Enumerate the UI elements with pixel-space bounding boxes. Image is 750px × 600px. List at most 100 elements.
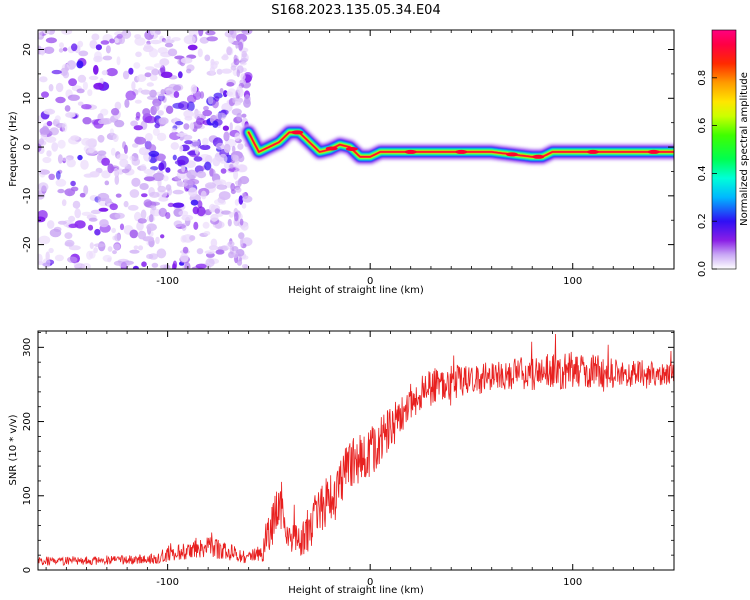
noise-blob — [148, 150, 160, 157]
noise-blob — [214, 96, 220, 102]
ridge-hotspot — [291, 130, 304, 135]
noise-blob — [123, 144, 128, 154]
noise-blob — [131, 157, 141, 166]
noise-blob — [98, 207, 109, 212]
noise-blob — [128, 67, 134, 75]
noise-blob — [88, 75, 99, 81]
noise-blob — [208, 203, 216, 213]
noise-blob — [222, 125, 229, 131]
noise-blob — [134, 37, 146, 46]
noise-blob — [228, 211, 234, 218]
noise-blob — [236, 112, 243, 122]
noise-blob — [145, 66, 155, 71]
noise-blob — [38, 182, 49, 192]
noise-blob — [203, 231, 211, 236]
noise-blob — [54, 254, 64, 262]
noise-blob — [178, 210, 189, 216]
noise-blob — [165, 105, 174, 115]
noise-blob — [159, 264, 171, 269]
noise-blob — [93, 82, 104, 90]
noise-blob — [68, 215, 76, 222]
noise-blob — [49, 127, 59, 136]
colorbar-tick-label: 0.4 — [697, 165, 708, 181]
ridge-hotspot — [647, 149, 660, 154]
noise-blob — [195, 263, 207, 269]
snr-x-axis-label: Height of straight line (km) — [288, 585, 424, 596]
noise-blob — [157, 47, 168, 54]
noise-blob — [213, 60, 220, 65]
snr-y-axis-label: SNR (10 * v/v) — [8, 414, 19, 485]
noise-blob — [202, 221, 210, 229]
noise-blob — [166, 35, 171, 41]
chart-title: S168.2023.135.05.34.E04 — [271, 3, 440, 18]
noise-blob — [189, 122, 195, 130]
noise-blob — [113, 243, 121, 251]
noise-blob — [137, 245, 144, 251]
noise-blob — [46, 120, 53, 127]
noise-blob — [236, 69, 241, 78]
noise-blob — [116, 153, 129, 161]
noise-blob — [223, 143, 231, 153]
noise-blob — [184, 262, 191, 269]
noise-blob — [38, 138, 45, 146]
noise-blob — [226, 46, 233, 56]
noise-blob — [97, 150, 107, 156]
noise-blob — [129, 189, 140, 198]
colorbar-ticks: 0.0 0.2 0.4 0.6 0.8 — [697, 70, 717, 277]
noise-blob — [83, 185, 89, 195]
noise-blob — [64, 188, 76, 197]
noise-blob — [109, 128, 114, 136]
noise-blob — [114, 212, 125, 219]
noise-blob — [61, 199, 67, 207]
noise-blob — [223, 161, 230, 169]
noise-blob — [157, 185, 166, 193]
noise-blob — [146, 223, 158, 231]
noise-blob — [40, 47, 45, 56]
noise-blob — [114, 119, 125, 128]
noise-blob — [149, 30, 156, 36]
noise-blob — [100, 40, 110, 45]
noise-blob — [196, 116, 201, 125]
noise-blob — [114, 38, 120, 44]
noise-blob — [141, 193, 148, 198]
noise-blob — [207, 95, 214, 105]
noise-blob — [226, 91, 234, 96]
noise-blob — [241, 113, 247, 118]
noise-blob — [149, 214, 154, 223]
noise-blob — [86, 149, 99, 155]
noise-blob — [68, 78, 77, 87]
noise-blob — [61, 157, 73, 162]
noise-blob — [175, 121, 184, 126]
noise-blob — [177, 155, 189, 166]
noise-blob — [94, 51, 102, 61]
noise-blob — [212, 120, 219, 128]
noise-blob — [76, 60, 84, 69]
spectrogram-frame — [37, 29, 675, 270]
noise-blob — [206, 36, 218, 42]
noise-blob — [190, 199, 199, 206]
noise-blob — [144, 72, 152, 78]
noise-blob — [241, 202, 247, 209]
noise-blob — [149, 39, 162, 45]
noise-blob — [149, 89, 157, 98]
noise-blob — [197, 200, 203, 209]
noise-blob — [227, 240, 235, 248]
noise-blob — [130, 120, 139, 127]
spectrogram-noise-cloud — [38, 30, 253, 269]
noise-blob — [151, 205, 157, 211]
noise-blob — [39, 76, 48, 83]
noise-blob — [38, 253, 43, 264]
noise-blob — [219, 88, 224, 94]
noise-blob — [241, 30, 253, 35]
spectrogram-x-axis-label: Height of straight line (km) — [288, 285, 424, 296]
noise-blob — [140, 209, 147, 220]
noise-blob — [91, 33, 100, 41]
noise-blob — [116, 33, 123, 39]
noise-blob — [105, 45, 111, 54]
noise-blob — [111, 227, 116, 234]
noise-blob — [234, 199, 240, 206]
noise-blob — [77, 154, 83, 161]
colorbar-tick-label: 0.0 — [697, 261, 708, 277]
noise-blob — [215, 142, 225, 150]
